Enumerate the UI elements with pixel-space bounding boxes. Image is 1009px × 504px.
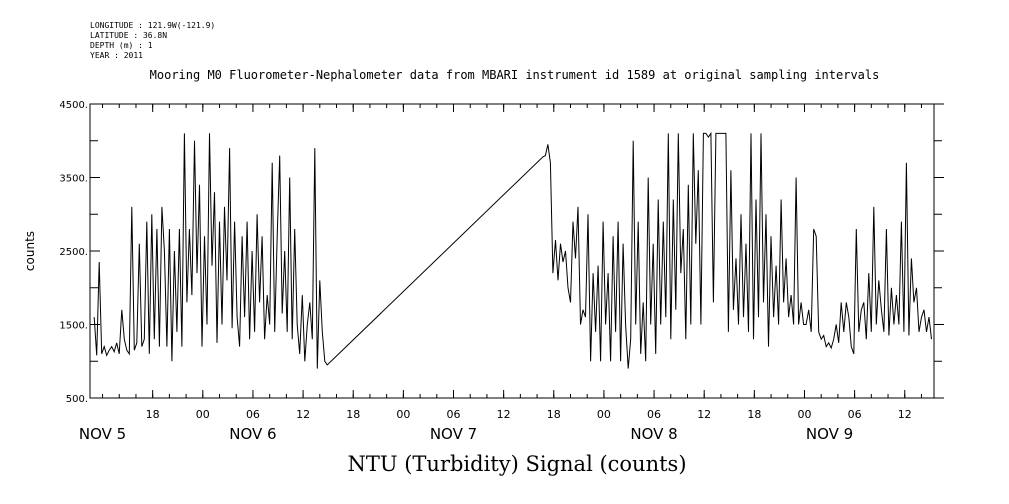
x-tick-label: 06 xyxy=(647,408,661,421)
y-tick-label: 500. xyxy=(66,394,88,405)
metadata-block: LONGITUDE : 121.9W(-121.9) LATITUDE : 36… xyxy=(90,21,215,61)
x-day-label: NOV 5 xyxy=(79,425,126,443)
x-tick-label: 18 xyxy=(146,408,160,421)
y-tick-label: 3500. xyxy=(59,174,88,185)
chart-title: Mooring M0 Fluorometer-Nephalometer data… xyxy=(149,68,880,82)
x-tick-label: 18 xyxy=(747,408,761,421)
x-tick-label: 06 xyxy=(848,408,862,421)
x-tick-label: 18 xyxy=(346,408,360,421)
x-day-label: NOV 9 xyxy=(806,425,853,443)
x-tick-label: 00 xyxy=(797,408,811,421)
x-tick-label: 12 xyxy=(898,408,912,421)
y-tick-label: 1500. xyxy=(59,321,88,332)
year-label: YEAR : 2011 xyxy=(90,51,143,60)
x-day-label: NOV 6 xyxy=(229,425,276,443)
x-tick-label: 12 xyxy=(497,408,511,421)
y-tick-label: 2500. xyxy=(59,247,88,258)
series-line xyxy=(93,131,932,369)
x-tick-label: 00 xyxy=(196,408,210,421)
x-tick-label: 00 xyxy=(396,408,410,421)
x-day-label: NOV 7 xyxy=(430,425,477,443)
y-tick-label: 4500. xyxy=(59,100,88,111)
plot-frame xyxy=(89,103,935,399)
longitude-label: LONGITUDE : 121.9W(-121.9) xyxy=(90,21,216,30)
x-tick-label: 12 xyxy=(697,408,711,421)
depth-label: DEPTH (m) : 1 xyxy=(90,41,153,50)
x-tick-label: 06 xyxy=(246,408,260,421)
x-tick-label: 18 xyxy=(547,408,561,421)
latitude-label: LATITUDE : 36.8N xyxy=(90,31,168,40)
x-tick-label: 00 xyxy=(597,408,611,421)
y-axis-label: counts xyxy=(23,231,37,271)
x-tick-label: 12 xyxy=(296,408,310,421)
x-axis-title: NTU (Turbidity) Signal (counts) xyxy=(347,452,687,476)
x-day-label: NOV 8 xyxy=(630,425,677,443)
x-tick-label: 06 xyxy=(447,408,461,421)
